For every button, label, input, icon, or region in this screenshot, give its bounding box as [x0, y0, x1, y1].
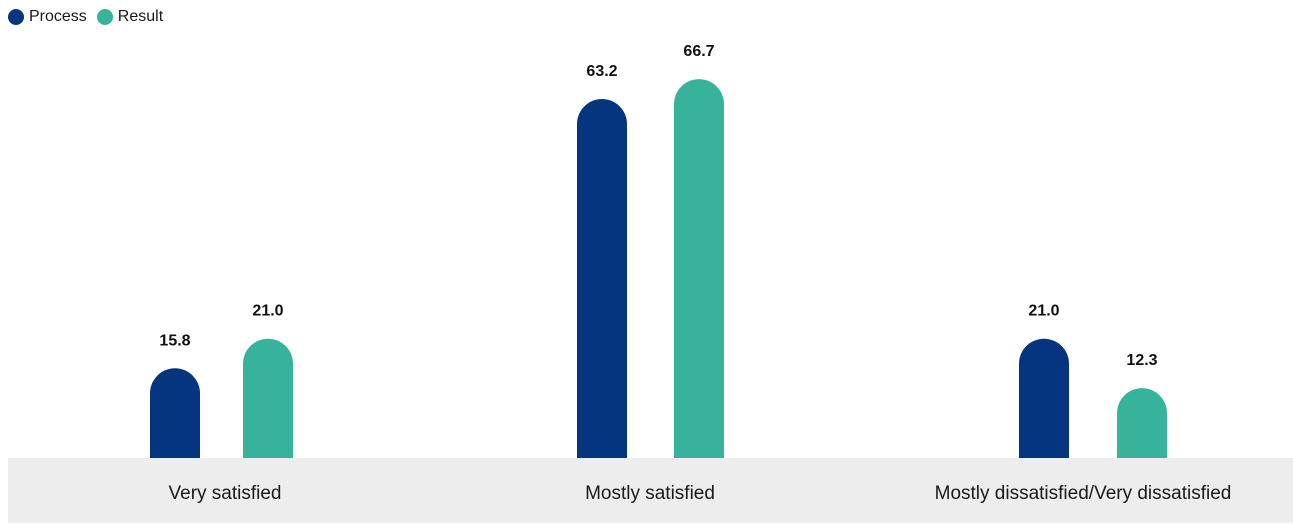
bar-result-mostly-satisfied	[674, 79, 724, 459]
category-label-mostly-satisfied: Mostly satisfied	[585, 483, 715, 504]
legend-item-process[interactable]: Process	[8, 8, 87, 26]
category-axis-band	[8, 458, 1293, 523]
data-label-process-very-satisfied: 15.8	[159, 332, 190, 349]
legend-swatch-process	[8, 9, 24, 25]
data-label-result-very-satisfied: 21.0	[252, 303, 283, 320]
data-label-result-mostly-dissatisfied-very-dissatisfied: 12.3	[1126, 352, 1157, 369]
bar-result-mostly-dissatisfied-very-dissatisfied	[1117, 388, 1167, 458]
data-label-process-mostly-satisfied: 63.2	[586, 63, 617, 80]
bar-result-very-satisfied	[243, 338, 293, 458]
bar-process-mostly-dissatisfied-very-dissatisfied	[1019, 338, 1069, 458]
category-label-very-satisfied: Very satisfied	[168, 483, 282, 504]
legend-swatch-result	[96, 9, 113, 25]
legend-item-result[interactable]: Result	[96, 8, 164, 26]
legend-label-result: Result	[117, 8, 164, 25]
data-label-result-mostly-satisfied: 66.7	[683, 43, 714, 60]
bar-process-mostly-satisfied	[577, 99, 627, 459]
category-label-mostly-dissatisfied: Mostly dissatisfied/Very dissatisfied	[934, 483, 1232, 504]
data-label-process-mostly-dissatisfied-very-dissatisfied: 21.0	[1028, 303, 1059, 320]
bar-process-very-satisfied	[150, 368, 200, 458]
legend-label-process: Process	[29, 8, 87, 25]
legend: Process Result	[8, 8, 173, 26]
